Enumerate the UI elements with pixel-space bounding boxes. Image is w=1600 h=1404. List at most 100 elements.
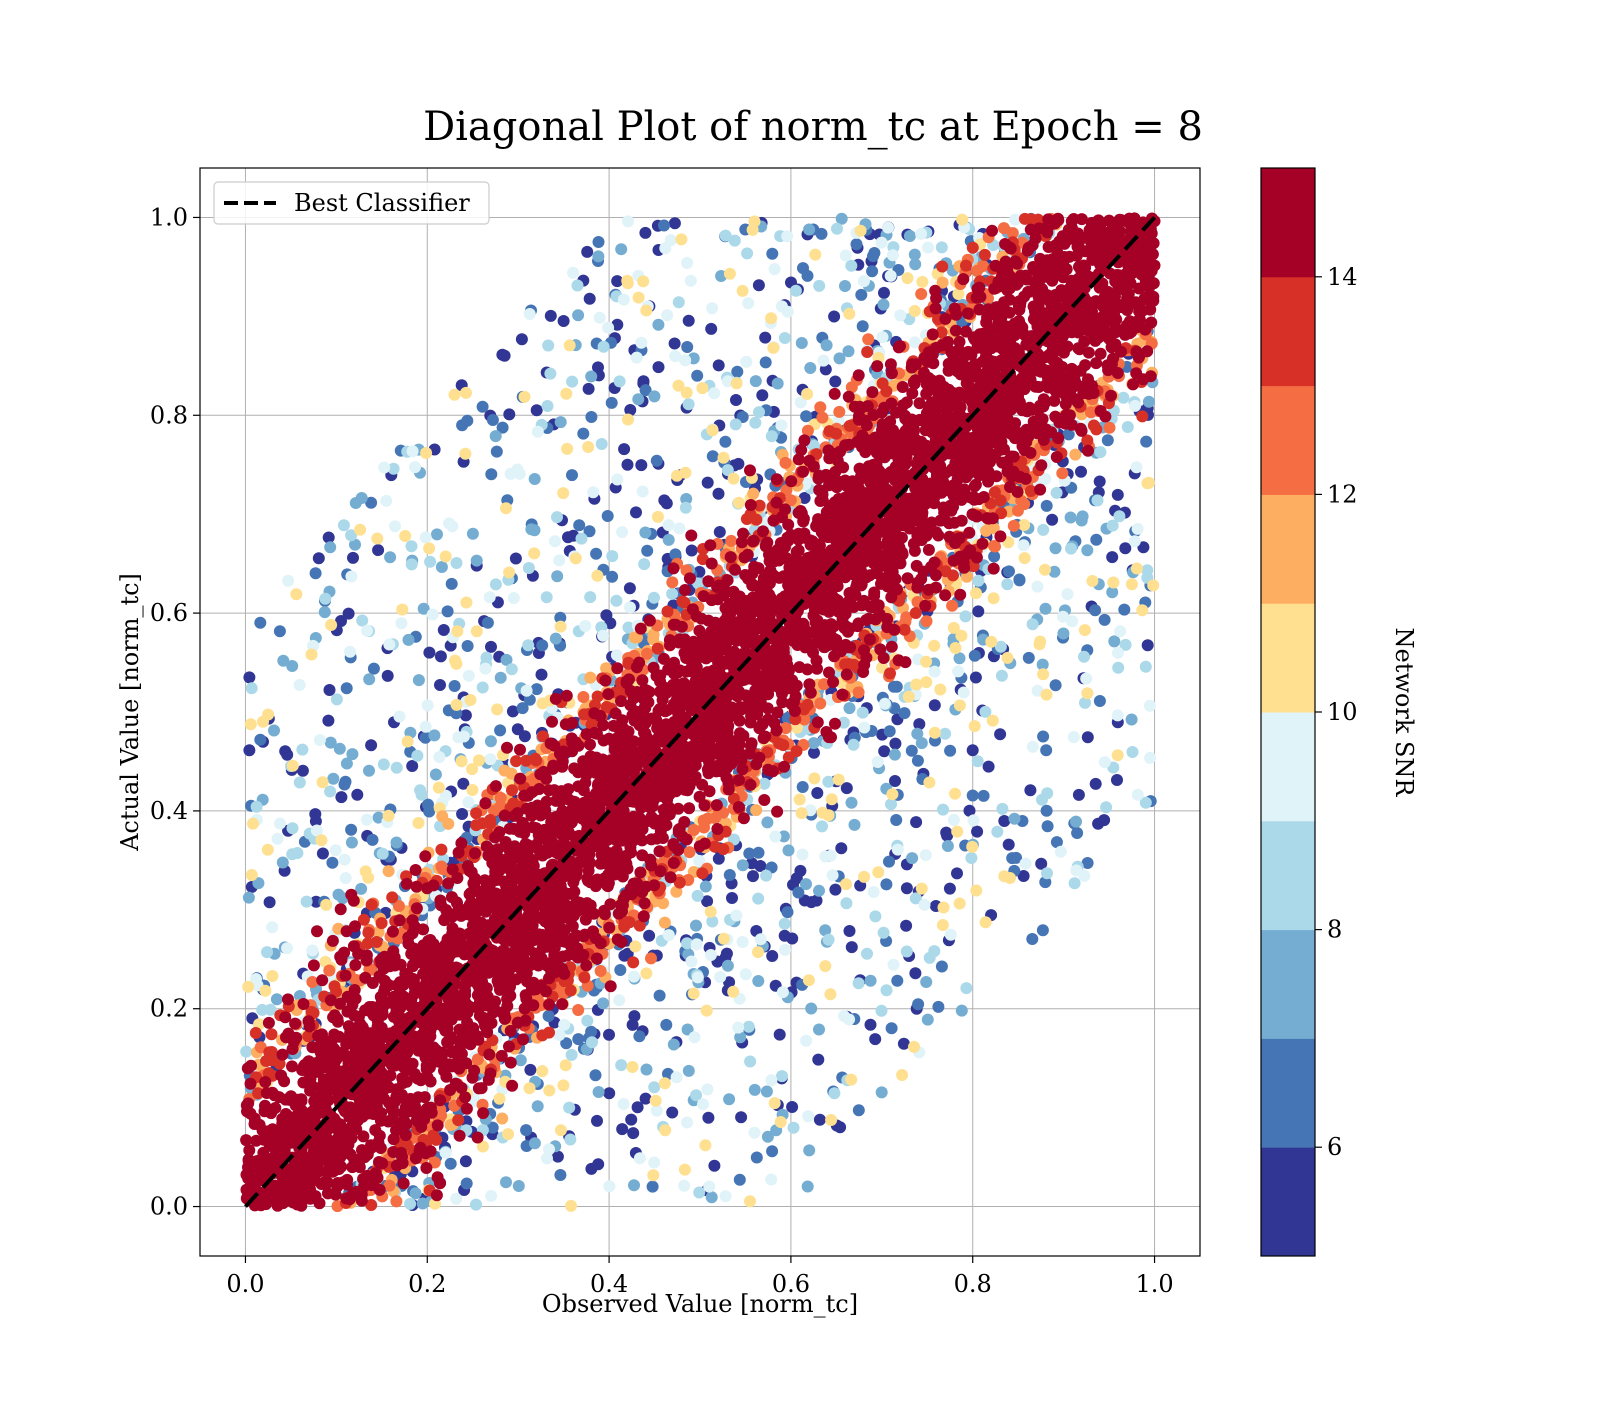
data-point [591,570,603,582]
data-point [707,450,719,462]
data-point [341,758,353,770]
data-point [753,279,765,291]
data-point [803,1144,815,1156]
data-point [970,672,982,684]
data-point [741,247,753,259]
data-point [266,970,278,982]
data-point [576,533,588,545]
data-point [419,850,431,862]
data-point [451,625,463,637]
data-point [724,869,736,881]
data-point [1025,213,1037,225]
data-point [696,867,708,879]
data-point [668,1039,680,1051]
data-point [843,1013,855,1025]
data-point [845,1074,857,1086]
data-point [1081,687,1093,699]
data-point [987,715,999,727]
data-point [578,708,590,720]
data-point [477,401,489,413]
data-point [320,899,332,911]
data-point [681,257,693,269]
data-point [256,1004,268,1016]
data-point [652,319,664,331]
data-point [543,1027,555,1039]
data-point [390,1195,402,1207]
data-point [747,488,759,500]
data-point [825,731,837,743]
data-point [880,878,892,890]
data-point [611,649,623,661]
data-point [705,323,717,335]
data-point [840,878,852,890]
data-point [1009,813,1021,825]
data-point [1127,746,1139,758]
data-point [368,663,380,675]
data-point [402,736,414,748]
data-point [436,861,448,873]
data-point [452,731,464,743]
data-point [1142,477,1154,489]
data-point [845,260,857,272]
data-point [572,280,584,292]
data-point [921,615,933,627]
data-point [362,927,374,939]
data-point [325,737,337,749]
data-point [758,794,770,806]
data-point [774,1029,786,1041]
data-point [970,587,982,599]
data-point [484,814,496,826]
data-point [555,621,567,633]
data-point [727,986,739,998]
data-point [776,1070,788,1082]
data-point [361,625,373,637]
data-point [434,679,446,691]
data-point [915,228,927,240]
data-point [442,605,454,617]
data-point [614,964,626,976]
data-point [1086,575,1098,587]
data-point [668,857,680,869]
data-point [916,883,928,895]
data-point [416,789,428,801]
data-point [753,847,765,859]
data-point [894,309,906,321]
data-point [622,459,634,471]
data-point [688,988,700,1000]
data-point [487,414,499,426]
data-point [461,1103,473,1115]
data-point [772,378,784,390]
data-point [761,1086,773,1098]
data-point [630,506,642,518]
data-point [659,1077,671,1089]
data-point [591,1115,603,1127]
data-point [828,1087,840,1099]
data-point [752,946,764,958]
data-point [808,772,820,784]
data-point [598,341,610,353]
data-point [648,1157,660,1169]
data-point [728,473,740,485]
data-point [361,814,373,826]
data-point [446,578,458,590]
data-point [428,729,440,741]
data-point [882,222,894,234]
data-point [627,956,639,968]
data-point [683,315,695,327]
data-point [683,802,695,814]
data-point [422,699,434,711]
data-point [960,260,972,272]
data-point [673,522,685,534]
data-point [314,734,326,746]
data-point [585,371,597,383]
data-point [470,1199,482,1211]
data-point [816,820,828,832]
data-point [243,744,255,756]
data-point [367,834,379,846]
data-point [577,428,589,440]
data-point [383,810,395,822]
data-point [1046,514,1058,526]
data-point [1040,603,1052,615]
data-point [590,548,602,560]
data-point [790,285,802,297]
